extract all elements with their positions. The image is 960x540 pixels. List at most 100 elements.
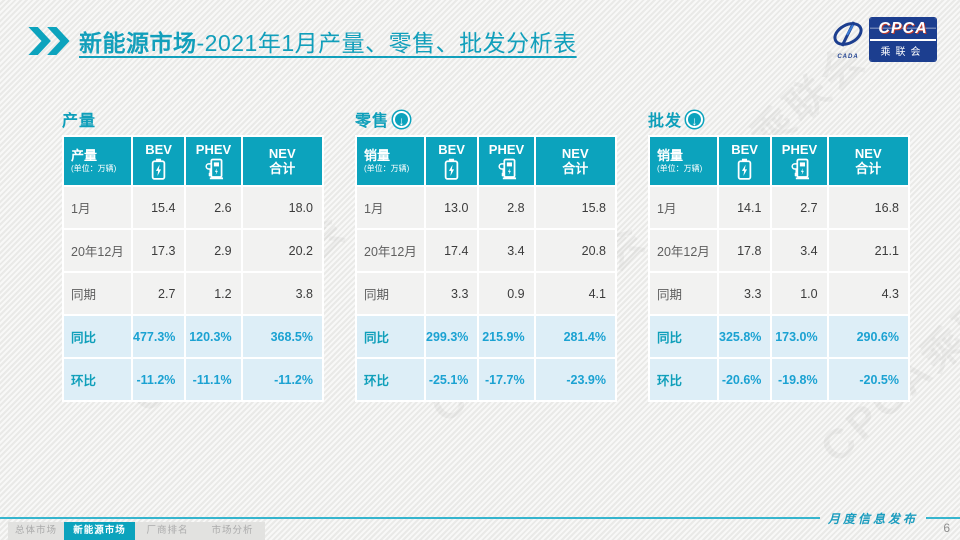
section-head: 产量 xyxy=(62,108,324,130)
cell-value: 1.0 xyxy=(772,273,827,314)
table-section: 批发 ↓ 销量 (单位：万辆) BEV xyxy=(648,108,910,402)
cell-value: 2.9 xyxy=(186,230,241,271)
unit-sub-label: (单位：万辆) xyxy=(657,164,703,173)
table-row: 1月 14.1 2.7 16.8 xyxy=(650,187,908,228)
cell-value: -19.8% xyxy=(772,359,827,400)
battery-icon xyxy=(444,158,459,180)
cell-value: 3.3 xyxy=(425,273,478,314)
row-label: 1月 xyxy=(357,187,424,228)
cell-value: 281.4% xyxy=(535,316,615,357)
table-row: 1月 15.4 2.6 18.0 xyxy=(64,187,322,228)
column-label2: 合计 xyxy=(269,160,296,176)
cell-value: -23.9% xyxy=(535,359,615,400)
cell-value: -20.5% xyxy=(828,359,908,400)
cell-value: 16.8 xyxy=(828,187,908,228)
tables-row: 产量 产量 (单位：万辆) BEV xyxy=(62,108,910,402)
unit-sub-label: (单位：万辆) xyxy=(364,164,410,173)
cell-value: 1.2 xyxy=(186,273,241,314)
column-header-nev: NEV 合计 xyxy=(828,137,908,185)
nav-tab-nev-market[interactable]: 新能源市场 xyxy=(64,522,135,540)
table-row: 环比 -25.1% -17.7% -23.9% xyxy=(357,359,615,400)
header-row: 销量 (单位：万辆) BEV PHEV xyxy=(357,137,615,185)
cpca-logo-block: CPCA 乘联会 xyxy=(870,18,936,61)
column-label2: 合计 xyxy=(855,160,882,176)
table-section: 产量 产量 (单位：万辆) BEV xyxy=(62,108,324,402)
cell-value: 17.8 xyxy=(718,230,771,271)
cell-value: 14.1 xyxy=(718,187,771,228)
column-label: BEV xyxy=(438,141,465,157)
unit-label: 销量 xyxy=(657,148,684,163)
charging-station-icon xyxy=(791,158,810,179)
cell-value: 4.3 xyxy=(828,273,908,314)
cell-value: -25.1% xyxy=(425,359,478,400)
column-header-nev: NEV 合计 xyxy=(535,137,615,185)
cell-value: 325.8% xyxy=(718,316,771,357)
cell-value: 120.3% xyxy=(186,316,241,357)
unit-label: 销量 xyxy=(364,148,391,163)
row-label: 同期 xyxy=(650,273,717,314)
nav-tab-oem-ranking[interactable]: 厂商排名 xyxy=(135,522,200,540)
cell-value: -20.6% xyxy=(718,359,771,400)
column-header-phev: PHEV xyxy=(479,137,534,185)
nav-tab-market-analysis[interactable]: 市场分析 xyxy=(200,522,265,540)
double-chevron-icon xyxy=(28,27,70,55)
row-label: 同期 xyxy=(64,273,131,314)
cell-value: 368.5% xyxy=(242,316,322,357)
cell-value: -17.7% xyxy=(479,359,534,400)
row-label: 20年12月 xyxy=(64,230,131,271)
cell-value: 3.4 xyxy=(479,230,534,271)
row-label: 同期 xyxy=(357,273,424,314)
column-header-phev: PHEV xyxy=(772,137,827,185)
cell-value: 17.4 xyxy=(425,230,478,271)
column-label: PHEV xyxy=(781,141,818,157)
table-row: 同比 299.3% 215.9% 281.4% xyxy=(357,316,615,357)
chenglianhui-label: 乘联会 xyxy=(870,41,936,61)
down-arrow-icon: ↓ xyxy=(393,110,411,128)
cell-value: 3.4 xyxy=(772,230,827,271)
row-label: 环比 xyxy=(64,359,131,400)
down-arrow-icon: ↓ xyxy=(686,110,704,128)
footer-rule xyxy=(0,517,820,519)
cell-value: 15.8 xyxy=(535,187,615,228)
nav-tab-overall-market[interactable]: 总体市场 xyxy=(8,522,64,540)
data-table: 产量 (单位：万辆) BEV PHEV xyxy=(62,135,324,402)
footer: 月度信息发布 xyxy=(0,510,960,526)
column-header-phev: PHEV xyxy=(186,137,241,185)
section-title: 批发 xyxy=(648,113,683,130)
table-row: 环比 -20.6% -19.8% -20.5% xyxy=(650,359,908,400)
charging-station-icon xyxy=(498,158,517,179)
table-row: 环比 -11.2% -11.1% -11.2% xyxy=(64,359,322,400)
data-table: 销量 (单位：万辆) BEV PHEV xyxy=(648,135,910,402)
row-label: 同比 xyxy=(650,316,717,357)
cell-value: 290.6% xyxy=(828,316,908,357)
cell-value: 15.4 xyxy=(132,187,185,228)
footer-rule-short xyxy=(926,517,960,519)
cell-value: -11.2% xyxy=(242,359,322,400)
cpca-label: CPCA xyxy=(870,18,936,41)
cell-value: 3.8 xyxy=(242,273,322,314)
page-number: 6 xyxy=(943,521,950,535)
column-header-bev: BEV xyxy=(132,137,185,185)
page-title-rest: -2021年1月产量、零售、批发分析表 xyxy=(196,30,577,56)
unit-header-cell: 销量 (单位：万辆) xyxy=(357,137,424,185)
column-header-bev: BEV xyxy=(425,137,478,185)
cell-value: 18.0 xyxy=(242,187,322,228)
unit-header-cell: 产量 (单位：万辆) xyxy=(64,137,131,185)
cell-value: 13.0 xyxy=(425,187,478,228)
table-row: 20年12月 17.3 2.9 20.2 xyxy=(64,230,322,271)
cell-value: 173.0% xyxy=(772,316,827,357)
data-table: 销量 (单位：万辆) BEV PHEV xyxy=(355,135,617,402)
section-head: 零售 ↓ xyxy=(355,108,617,130)
cell-value: 4.1 xyxy=(535,273,615,314)
battery-icon xyxy=(737,158,752,180)
cell-value: 3.3 xyxy=(718,273,771,314)
cell-value: 0.9 xyxy=(479,273,534,314)
column-label: NEV xyxy=(268,145,296,161)
row-label: 同比 xyxy=(357,316,424,357)
column-label: PHEV xyxy=(488,141,525,157)
page-title: 新能源市场-2021年1月产量、零售、批发分析表 xyxy=(79,24,577,58)
unit-label: 产量 xyxy=(71,148,98,163)
page-title-bold: 新能源市场 xyxy=(79,30,197,56)
column-header-bev: BEV xyxy=(718,137,771,185)
